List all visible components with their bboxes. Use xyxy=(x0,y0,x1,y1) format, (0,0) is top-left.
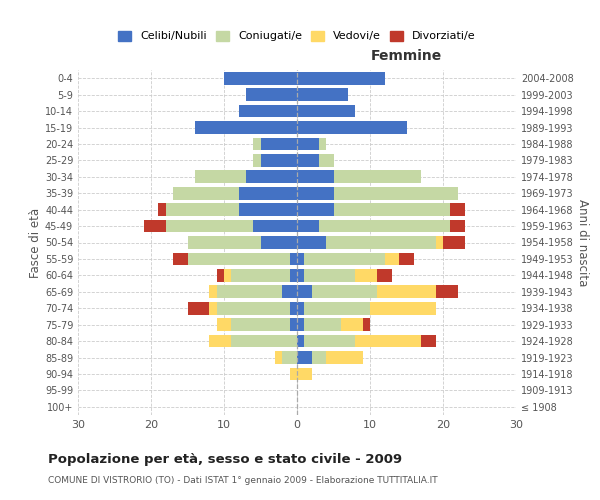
Bar xyxy=(260,236,297,249)
Bar xyxy=(224,269,232,282)
Bar xyxy=(297,351,311,364)
Bar xyxy=(166,203,239,216)
Bar xyxy=(297,104,355,118)
Bar xyxy=(217,286,283,298)
Bar xyxy=(166,220,253,232)
Bar xyxy=(195,170,246,183)
Bar xyxy=(297,170,334,183)
Bar xyxy=(355,269,377,282)
Bar xyxy=(297,334,304,347)
Bar xyxy=(290,252,297,266)
Bar xyxy=(385,252,399,266)
Bar xyxy=(209,334,232,347)
Bar xyxy=(260,138,297,150)
Bar xyxy=(326,236,436,249)
Bar xyxy=(297,269,304,282)
Bar xyxy=(290,368,297,380)
Bar xyxy=(297,286,311,298)
Bar xyxy=(304,302,370,314)
Bar xyxy=(450,203,465,216)
Bar xyxy=(319,220,450,232)
Bar xyxy=(297,154,319,167)
Bar xyxy=(450,220,465,232)
Bar xyxy=(297,138,319,150)
Bar xyxy=(239,104,297,118)
Y-axis label: Anni di nascita: Anni di nascita xyxy=(577,199,589,286)
Bar xyxy=(355,334,421,347)
Bar xyxy=(319,138,326,150)
Bar xyxy=(253,220,297,232)
Bar xyxy=(436,236,443,249)
Bar xyxy=(297,302,304,314)
Bar xyxy=(283,286,297,298)
Bar xyxy=(239,187,297,200)
Legend: Celibi/Nubili, Coniugati/e, Vedovi/e, Divorziati/e: Celibi/Nubili, Coniugati/e, Vedovi/e, Di… xyxy=(115,28,479,44)
Bar xyxy=(297,88,348,101)
Bar xyxy=(260,154,297,167)
Bar xyxy=(187,236,260,249)
Bar xyxy=(253,138,260,150)
Bar xyxy=(297,72,385,85)
Bar xyxy=(187,252,290,266)
Bar xyxy=(370,302,436,314)
Bar xyxy=(304,269,355,282)
Bar xyxy=(341,318,362,331)
Bar xyxy=(334,170,421,183)
Text: COMUNE DI VISTRORIO (TO) - Dati ISTAT 1° gennaio 2009 - Elaborazione TUTTITALIA.: COMUNE DI VISTRORIO (TO) - Dati ISTAT 1°… xyxy=(48,476,437,485)
Bar xyxy=(326,351,362,364)
Bar xyxy=(334,203,450,216)
Bar xyxy=(290,318,297,331)
Bar xyxy=(362,318,370,331)
Bar xyxy=(290,269,297,282)
Bar xyxy=(304,252,385,266)
Bar xyxy=(232,318,290,331)
Bar xyxy=(195,121,297,134)
Bar xyxy=(187,302,209,314)
Bar xyxy=(421,334,436,347)
Bar xyxy=(224,72,297,85)
Bar xyxy=(173,187,239,200)
Bar xyxy=(239,203,297,216)
Bar xyxy=(297,236,326,249)
Bar xyxy=(443,236,465,249)
Bar xyxy=(246,88,297,101)
Bar xyxy=(283,351,297,364)
Bar xyxy=(158,203,166,216)
Bar xyxy=(334,187,458,200)
Bar xyxy=(253,154,260,167)
Bar xyxy=(319,154,334,167)
Bar xyxy=(275,351,283,364)
Bar xyxy=(209,286,217,298)
Bar xyxy=(297,187,334,200)
Bar xyxy=(217,269,224,282)
Bar xyxy=(246,170,297,183)
Bar xyxy=(209,302,217,314)
Bar xyxy=(232,334,297,347)
Bar xyxy=(173,252,187,266)
Bar xyxy=(297,220,319,232)
Y-axis label: Fasce di età: Fasce di età xyxy=(29,208,42,278)
Bar xyxy=(377,269,392,282)
Bar xyxy=(144,220,166,232)
Bar xyxy=(311,286,377,298)
Bar xyxy=(217,302,290,314)
Bar xyxy=(232,269,290,282)
Bar xyxy=(311,351,326,364)
Bar xyxy=(304,318,341,331)
Bar xyxy=(399,252,414,266)
Bar xyxy=(436,286,458,298)
Text: Popolazione per età, sesso e stato civile - 2009: Popolazione per età, sesso e stato civil… xyxy=(48,452,402,466)
Bar xyxy=(217,318,232,331)
Bar xyxy=(297,368,311,380)
Bar xyxy=(297,203,334,216)
Text: Femmine: Femmine xyxy=(371,49,442,63)
Bar xyxy=(297,252,304,266)
Bar xyxy=(377,286,436,298)
Bar xyxy=(304,334,355,347)
Bar xyxy=(297,121,407,134)
Bar xyxy=(297,318,304,331)
Bar xyxy=(290,302,297,314)
